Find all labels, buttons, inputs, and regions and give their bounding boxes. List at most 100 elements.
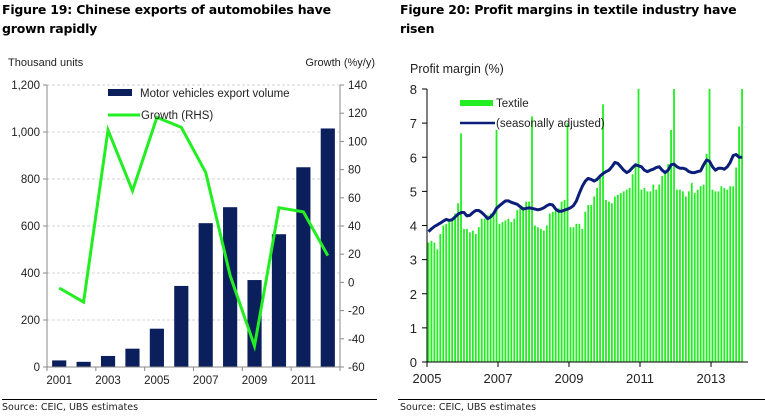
left-tick-labels: 0 200 400 600 800 1,000 1,200 -60 -40 -20 0 20 40 60 8… <box>11 80 367 387</box>
textile-bar <box>590 205 593 362</box>
left-y-axis-title: Thousand units <box>8 57 84 69</box>
y2-tick-label: -40 <box>348 334 365 346</box>
textile-bar <box>575 223 578 362</box>
figure-19-title: Figure 19: Chinese exports of automobile… <box>2 2 331 36</box>
textile-bar <box>468 232 471 362</box>
profit-x-tick-label: 2007 <box>484 371 513 386</box>
textile-bar <box>587 205 590 362</box>
textile-bar <box>699 186 702 362</box>
textile-bar <box>664 170 667 362</box>
textile-bar <box>741 89 743 362</box>
textile-bar <box>705 153 708 362</box>
right-y-axis-title: Growth (%y/y) <box>305 57 375 69</box>
textile-bar <box>735 167 738 362</box>
left-source-divider <box>2 399 377 400</box>
profit-x-tick-label: 2005 <box>413 371 442 386</box>
textile-bar <box>430 240 433 362</box>
textile-bar <box>507 218 510 362</box>
right-tick-labels: 0 1 2 3 4 5 6 7 8 2005 2007 2009 2011 2013 <box>410 82 726 386</box>
right-source-divider <box>398 399 765 400</box>
export-volume-bar <box>320 128 335 367</box>
textile-bar <box>501 222 504 362</box>
textile-bar <box>522 206 525 362</box>
y-tick-label: 1,200 <box>11 80 40 92</box>
export-volume-bar <box>52 360 67 367</box>
x-tick-label: 2003 <box>95 375 121 387</box>
textile-bar <box>510 222 513 362</box>
textile-bar <box>531 116 533 362</box>
textile-bar <box>519 208 522 362</box>
textile-bar <box>625 189 628 362</box>
textile-bar <box>537 227 539 362</box>
textile-bar <box>619 193 622 362</box>
textile-bar <box>454 213 457 362</box>
export-volume-bar <box>100 355 116 367</box>
textile-bar <box>643 187 646 362</box>
textile-bar <box>640 189 643 362</box>
y-tick-label: 200 <box>21 315 40 327</box>
figure-20-title: Figure 20: Profit margins in textile ind… <box>400 2 737 36</box>
export-volume-bar <box>296 167 311 367</box>
textile-bar <box>513 218 516 362</box>
left-growth-line <box>58 115 330 352</box>
textile-bar <box>516 210 519 362</box>
textile-bar <box>738 126 741 362</box>
textile-bar <box>578 223 581 362</box>
textile-bar <box>548 213 551 362</box>
textile-bar <box>655 189 658 362</box>
export-volume-bar <box>125 348 140 367</box>
textile-bar <box>448 222 451 362</box>
profit-margin-axis-title: Profit margin (%) <box>410 62 504 76</box>
y2-tick-label: 60 <box>348 193 361 205</box>
textile-bar <box>569 227 572 362</box>
textile-bar <box>681 191 684 362</box>
textile-bar <box>495 129 498 362</box>
profit-y-tick-label: 0 <box>410 355 417 370</box>
y2-tick-label: 80 <box>348 165 361 177</box>
textile-bar <box>708 89 711 362</box>
textile-bar <box>442 225 445 362</box>
textile-bar <box>498 223 501 362</box>
profit-y-tick-label: 7 <box>410 116 417 131</box>
profit-y-tick-label: 1 <box>410 321 417 336</box>
left-gridlines <box>47 84 340 321</box>
profit-y-tick-label: 8 <box>410 82 417 97</box>
textile-bar <box>474 234 477 362</box>
textile-bar <box>711 189 714 362</box>
textile-bar <box>545 225 548 362</box>
textile-bar <box>608 201 610 362</box>
textile-bar <box>433 242 436 362</box>
textile-bar <box>560 201 563 362</box>
textile-bar <box>534 225 536 362</box>
textile-bar <box>489 213 492 362</box>
textile-bar <box>652 184 655 362</box>
export-volume-bar <box>76 361 91 367</box>
textile-bar <box>605 199 607 362</box>
textile-bar <box>463 228 465 362</box>
textile-bar <box>451 220 454 362</box>
textile-bar <box>690 182 693 362</box>
textile-bar <box>427 242 430 362</box>
y-tick-label: 1,000 <box>11 127 40 139</box>
textile-bar <box>667 164 670 362</box>
textile-bar <box>693 193 696 362</box>
y2-tick-label: -20 <box>348 306 365 318</box>
textile-bar <box>696 189 699 362</box>
export-volume-bar <box>247 280 262 367</box>
textile-bar <box>471 230 474 362</box>
textile-bar <box>466 228 468 362</box>
textile-bar <box>596 187 599 362</box>
y2-tick-label: 140 <box>348 80 367 92</box>
y-tick-label: 600 <box>21 221 40 233</box>
y-tick-label: 800 <box>21 174 40 186</box>
profit-x-tick-label: 2011 <box>626 371 654 386</box>
right-legend: Textile (seasonally adjusted) <box>460 98 605 130</box>
textile-bar <box>687 191 690 362</box>
textile-bar <box>460 133 462 362</box>
textile-bar <box>631 174 634 362</box>
textile-bar <box>720 186 723 362</box>
textile-bar <box>717 191 720 362</box>
profit-y-tick-label: 6 <box>410 150 417 165</box>
export-volume-bar <box>223 207 238 367</box>
textile-bar <box>504 220 507 362</box>
